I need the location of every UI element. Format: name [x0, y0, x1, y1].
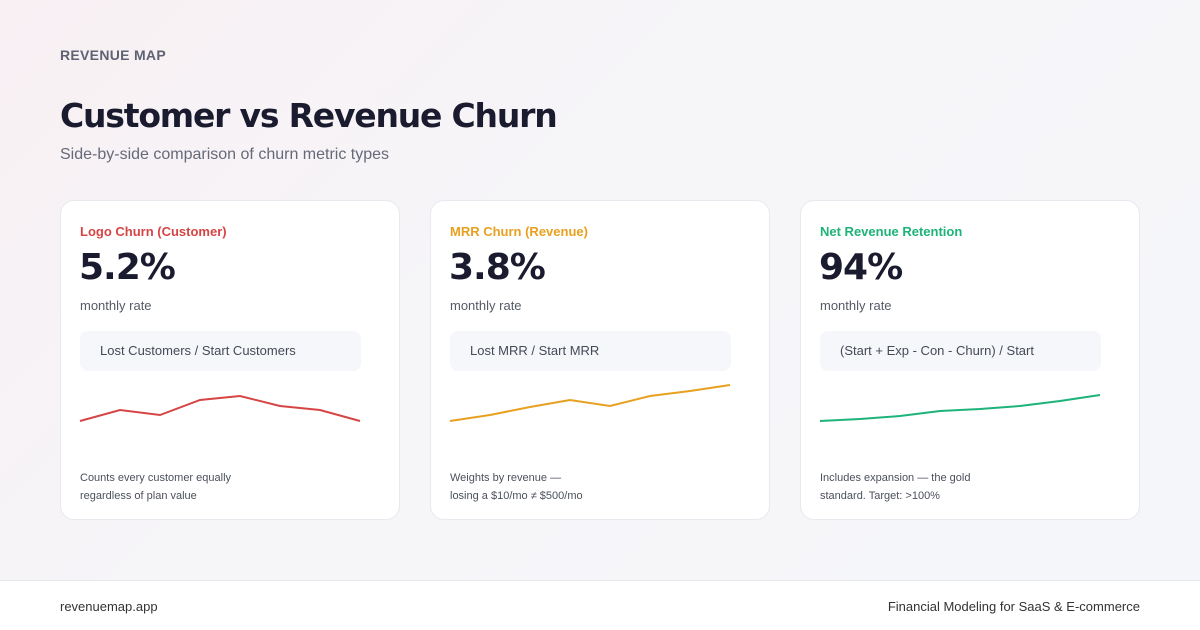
note-line: Includes expansion — the gold — [820, 472, 971, 484]
sparkline-line — [449, 384, 731, 422]
note-line: losing a $10/mo ≠ $500/mo — [450, 490, 583, 502]
metric-note: Weights by revenue — losing a $10/mo ≠ $5… — [450, 469, 690, 505]
page-subtitle: Side-by-side comparison of churn metric … — [60, 146, 390, 163]
metric-label: Net Revenue Retention — [820, 224, 963, 239]
sparkline — [79, 394, 361, 422]
metric-card-nrr: Net Revenue Retention 94% monthly rate (… — [800, 200, 1140, 520]
metric-formula: Lost Customers / Start Customers — [80, 331, 361, 371]
metric-formula: Lost MRR / Start MRR — [450, 331, 731, 371]
metric-value: 94% — [819, 247, 903, 288]
metric-value: 3.8% — [449, 247, 546, 288]
page-title: Customer vs Revenue Churn — [60, 96, 558, 135]
metric-card-mrr-churn: MRR Churn (Revenue) 3.8% monthly rate Lo… — [430, 200, 770, 520]
metric-period: monthly rate — [450, 298, 522, 313]
metric-value: 5.2% — [79, 247, 176, 288]
sparkline-line — [819, 394, 1101, 422]
footer: revenuemap.app Financial Modeling for Sa… — [0, 580, 1200, 630]
metric-formula: (Start + Exp - Con - Churn) / Start — [820, 331, 1101, 371]
note-line: Counts every customer equally — [80, 472, 232, 484]
note-line: standard. Target: >100% — [820, 490, 940, 502]
metric-label: MRR Churn (Revenue) — [450, 224, 588, 239]
metric-period: monthly rate — [820, 298, 892, 313]
sparkline — [819, 394, 1101, 422]
note-line: Weights by revenue — — [450, 472, 562, 484]
metric-note: Includes expansion — the gold standard. T… — [820, 469, 1060, 505]
metric-period: monthly rate — [80, 298, 152, 313]
metric-note: Counts every customer equally regardless … — [80, 469, 320, 505]
sparkline-line — [79, 394, 361, 422]
sparkline — [449, 384, 731, 422]
brand-label: REVENUE MAP — [60, 47, 166, 63]
note-line: regardless of plan value — [80, 490, 197, 502]
footer-tagline: Financial Modeling for SaaS & E-commerce — [887, 599, 1140, 614]
metric-card-logo-churn: Logo Churn (Customer) 5.2% monthly rate … — [60, 200, 400, 520]
footer-site: revenuemap.app — [60, 599, 158, 614]
metric-label: Logo Churn (Customer) — [80, 224, 227, 239]
